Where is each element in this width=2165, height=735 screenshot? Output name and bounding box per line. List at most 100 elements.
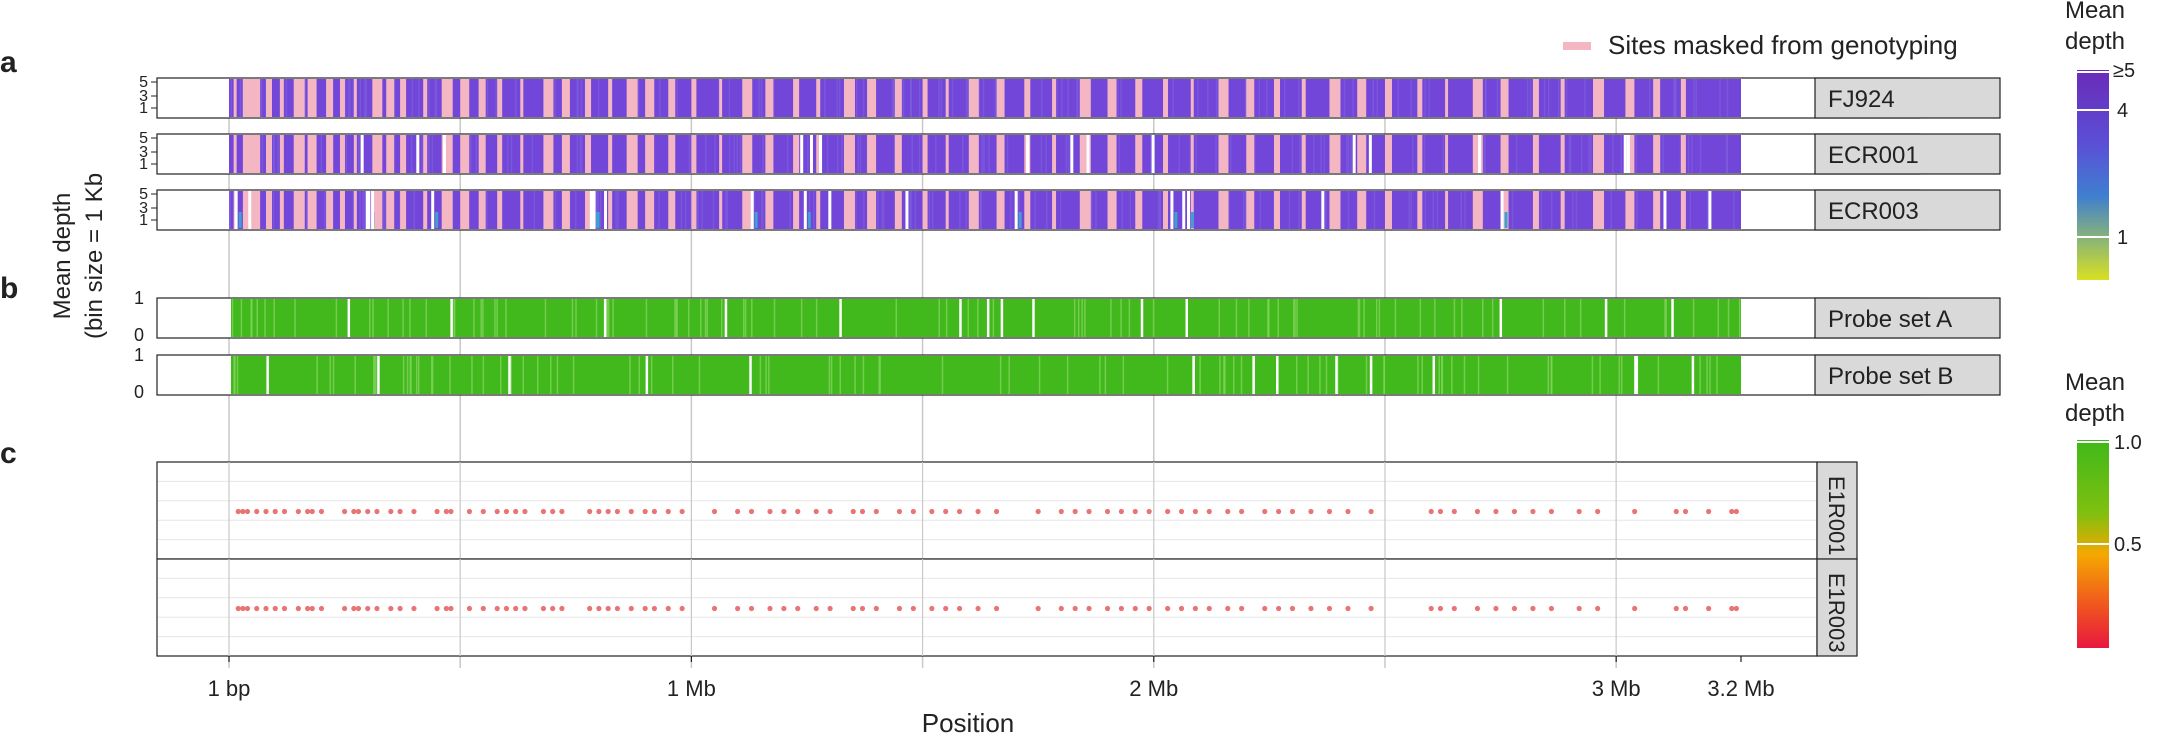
depth-stripe (1529, 79, 1532, 117)
low-depth-mark (595, 212, 599, 228)
masked-region (233, 135, 237, 173)
masked-region (1273, 135, 1280, 173)
masked-region (626, 79, 638, 117)
depth-stripe (684, 191, 687, 229)
depth-stripe (1719, 79, 1721, 117)
masked-region (1472, 191, 1483, 229)
masked-region (645, 79, 655, 117)
y-tick-label: 0 (134, 325, 144, 345)
y-tick-label: 3 (139, 88, 148, 105)
depth-stripe (1172, 79, 1174, 117)
depth-stripe (1376, 79, 1378, 117)
gap-stripe (803, 191, 807, 229)
depth-stripe (332, 135, 334, 173)
gap-stripe (809, 135, 813, 173)
probe-legend-title-1: Mean (2065, 369, 2125, 396)
site-point (605, 508, 611, 515)
masked-region (922, 135, 928, 173)
depth-stripe (721, 191, 723, 229)
depth-stripe (428, 135, 430, 173)
site-point (550, 605, 556, 612)
probe-stripe (1099, 356, 1101, 394)
site-point (813, 508, 819, 515)
site-point (341, 605, 348, 612)
gap-stripe (800, 135, 804, 173)
masked-region (765, 135, 774, 173)
site-point (596, 605, 602, 612)
depth-stripe (320, 135, 323, 173)
probe-stripe (1438, 356, 1440, 394)
site-point (795, 605, 801, 612)
probe-stripe (671, 356, 674, 394)
probe-stripe (1709, 356, 1711, 394)
site-point (1437, 605, 1444, 612)
masked-region (1417, 135, 1423, 173)
site-point (1428, 605, 1434, 612)
depth-stripe (1040, 135, 1043, 173)
site-point (1345, 605, 1351, 612)
depth-stripe (1515, 135, 1518, 173)
depth-stripe (359, 135, 361, 173)
masked-region (353, 135, 357, 173)
masked-region (719, 79, 723, 117)
site-point (494, 508, 500, 515)
depth-stripe (891, 79, 894, 117)
masked-region (1384, 79, 1392, 117)
probe-stripe (1706, 356, 1708, 394)
site-point (448, 605, 454, 612)
masked-region (894, 135, 902, 173)
probe-stripe (536, 356, 539, 394)
site-track-frame (156, 461, 1818, 560)
masked-region (497, 135, 503, 173)
depth-stripe (239, 79, 242, 117)
gap-stripe (1626, 135, 1630, 173)
site-point (1289, 508, 1296, 515)
panel-label-c: c (0, 437, 17, 470)
depth-stripe (1572, 191, 1574, 229)
probe-stripe (1223, 356, 1225, 394)
probe-stripe (1224, 356, 1226, 394)
probe-stripe (549, 356, 552, 394)
depth-stripe (696, 191, 698, 229)
depth-stripe (1228, 191, 1230, 229)
probe-gap (1369, 356, 1373, 394)
depth-stripe (507, 135, 509, 173)
gap-stripe (1663, 191, 1667, 229)
depth-stripe (994, 79, 997, 117)
depth-stripe (959, 191, 961, 229)
depth-stripe (1689, 191, 1692, 229)
probe-stripe (1453, 299, 1456, 337)
masked-region (252, 135, 261, 173)
probe-stripe (607, 299, 610, 337)
depth-stripe (533, 191, 536, 229)
site-point (748, 508, 755, 515)
masked-region (894, 79, 902, 117)
depth-stripe (1726, 135, 1729, 173)
site-point (1345, 508, 1351, 515)
site-point (781, 508, 787, 515)
site-point (1576, 605, 1582, 612)
masked-region (279, 135, 284, 173)
track-label: Probe set A (1828, 306, 1952, 333)
probe-stripe (1451, 356, 1453, 394)
probe-stripe (273, 299, 275, 337)
depth-stripe (347, 79, 350, 117)
masked-region (691, 191, 697, 229)
depth-stripe (1298, 79, 1300, 117)
site-point (614, 508, 621, 515)
site-point (397, 508, 403, 515)
depth-stripe (1313, 135, 1315, 173)
masked-region (460, 191, 470, 229)
masked-region (1625, 191, 1635, 229)
probe-gap (347, 299, 351, 337)
y-tick-label: 3 (139, 200, 148, 217)
masked-region (1532, 79, 1539, 117)
gap-stripe (1182, 191, 1186, 229)
depth-stripe (1691, 135, 1693, 173)
track-strip (1814, 354, 2001, 396)
depth-stripe (531, 135, 534, 173)
probe-stripe (256, 299, 258, 337)
depth-stripe (893, 79, 895, 117)
depth-stripe (1706, 191, 1709, 229)
site-point (466, 605, 473, 612)
